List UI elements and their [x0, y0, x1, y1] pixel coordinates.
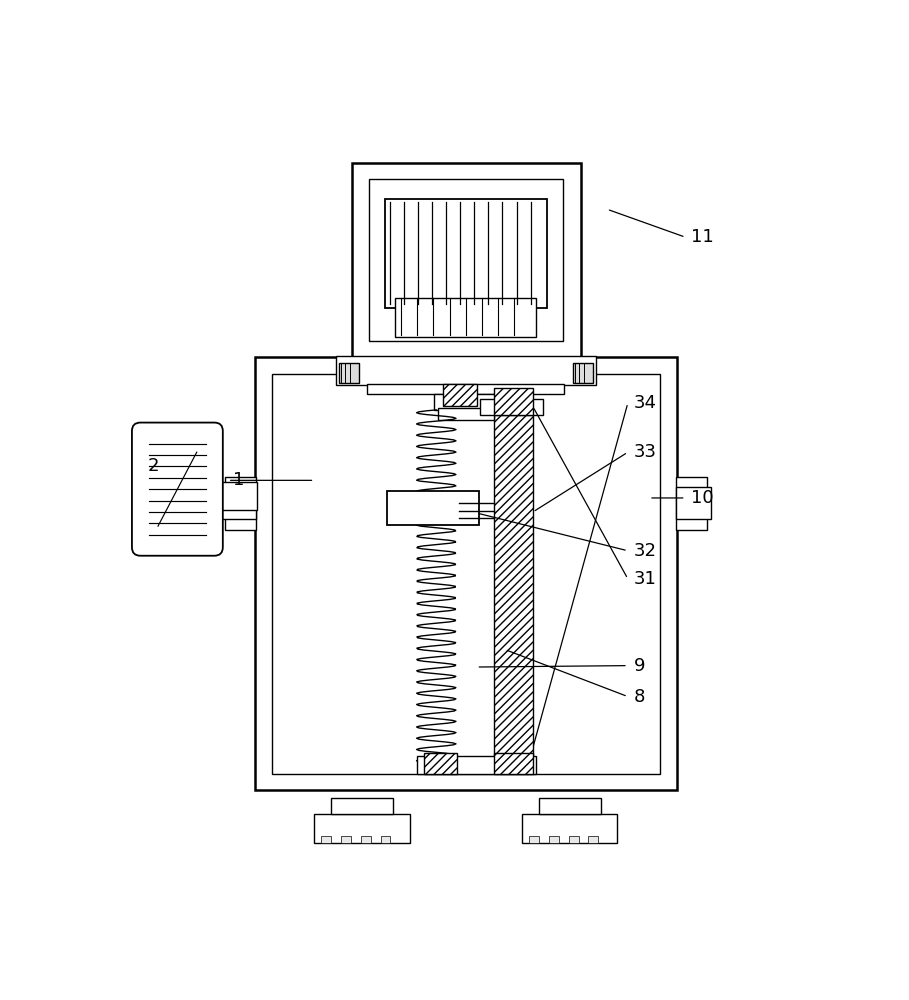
Bar — [361, 836, 371, 843]
Bar — [272, 374, 660, 774]
Bar — [494, 753, 533, 774]
FancyBboxPatch shape — [132, 423, 223, 556]
Bar — [221, 487, 256, 519]
Bar — [494, 406, 533, 769]
Bar — [416, 756, 536, 774]
Bar — [438, 408, 494, 420]
Text: 8: 8 — [634, 688, 644, 706]
Text: 10: 10 — [691, 489, 714, 507]
Bar — [675, 487, 711, 519]
Bar — [331, 798, 393, 814]
Text: 2: 2 — [147, 457, 159, 475]
Bar — [569, 836, 579, 843]
Bar — [522, 814, 617, 843]
Bar — [573, 363, 593, 383]
Bar — [675, 477, 707, 530]
Bar — [341, 836, 351, 843]
Text: 32: 32 — [634, 542, 656, 560]
Bar — [315, 814, 409, 843]
Bar — [395, 298, 536, 337]
Bar — [435, 394, 497, 410]
Bar — [588, 836, 598, 843]
Bar — [529, 836, 539, 843]
Text: 34: 34 — [634, 394, 656, 412]
Bar — [387, 491, 478, 525]
Text: 33: 33 — [634, 443, 656, 461]
Bar — [322, 836, 331, 843]
Bar — [549, 836, 559, 843]
Bar — [215, 482, 256, 510]
Bar — [255, 357, 677, 790]
Bar — [367, 384, 564, 394]
Text: 11: 11 — [691, 228, 714, 246]
Text: 9: 9 — [634, 657, 645, 675]
Bar — [494, 388, 533, 415]
Bar — [381, 836, 391, 843]
Bar — [225, 477, 256, 530]
Bar — [335, 356, 596, 385]
Bar — [444, 384, 477, 406]
Bar — [480, 399, 544, 415]
Bar — [369, 179, 563, 341]
Bar — [424, 753, 457, 774]
Text: 1: 1 — [234, 471, 245, 489]
Bar — [339, 363, 359, 383]
Bar — [352, 163, 581, 357]
Bar — [539, 798, 601, 814]
Text: 31: 31 — [634, 570, 656, 588]
Bar — [385, 199, 547, 308]
